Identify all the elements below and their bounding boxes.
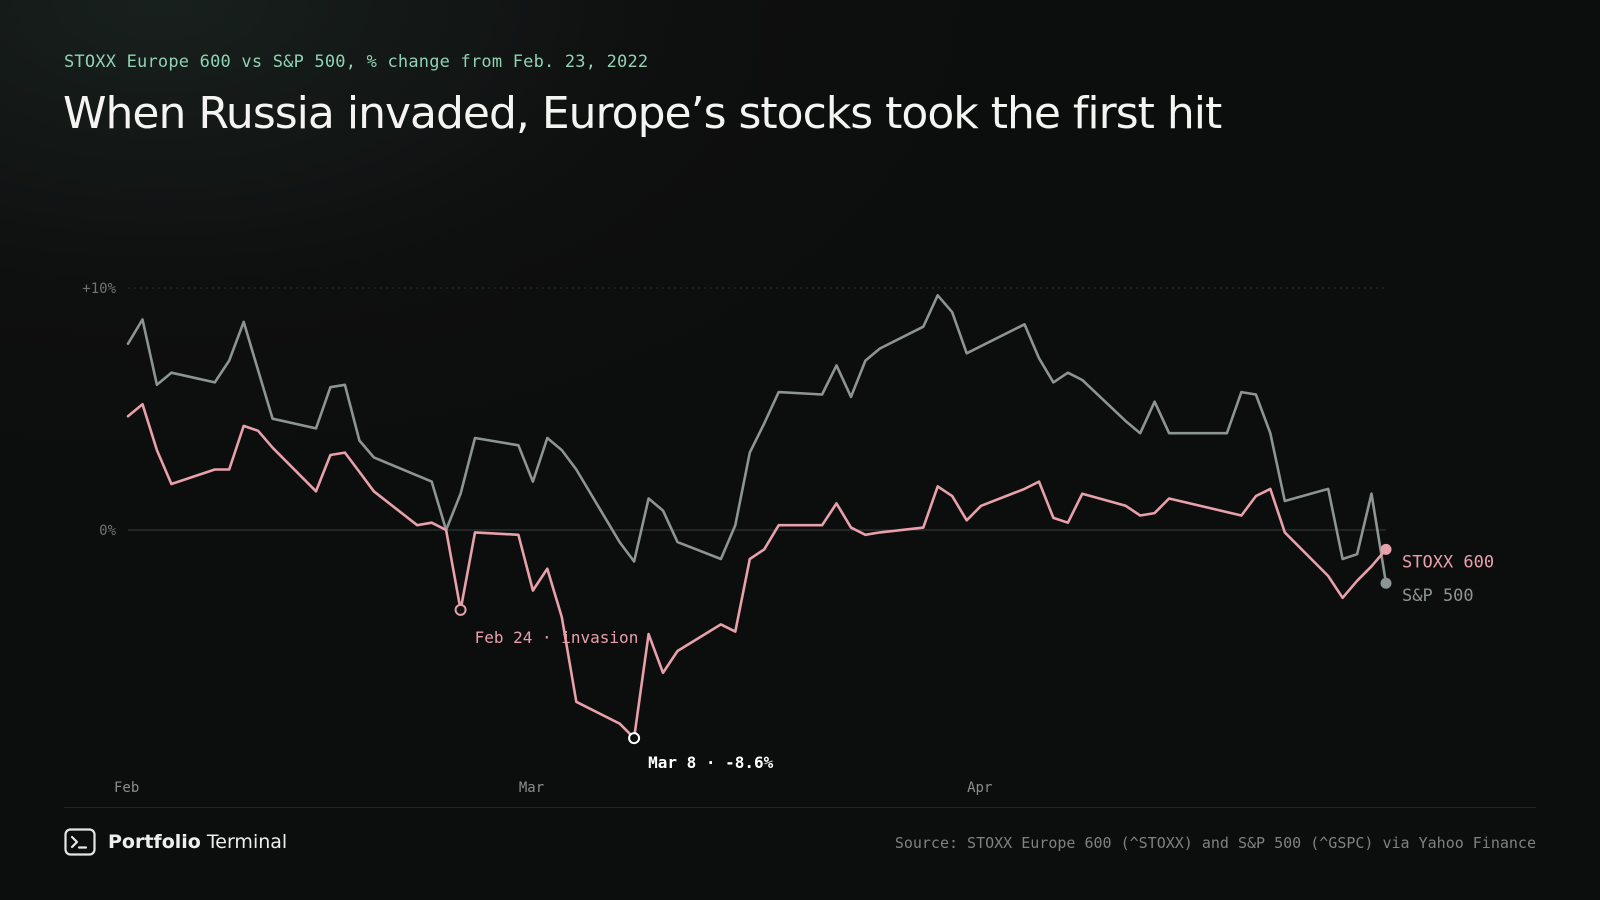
y-tick-label: 0% <box>99 523 116 539</box>
series-end-label: STOXX 600 <box>1402 552 1494 572</box>
series-line-stoxx-600 <box>126 402 1388 740</box>
series-end-label: S&P 500 <box>1402 586 1474 606</box>
brand-name-light: Terminal <box>206 831 288 853</box>
chart-subtitle: STOXX Europe 600 vs S&P 500, % change fr… <box>64 52 649 72</box>
annotation-marker <box>628 732 641 745</box>
x-tick-label: Mar <box>519 780 544 796</box>
annotation-label: Mar 8 · -8.6% <box>648 753 774 772</box>
series-end-marker <box>1380 543 1392 555</box>
brand-name-bold: Portfolio <box>108 831 201 853</box>
footer-divider <box>64 807 1536 808</box>
x-tick-label: Feb <box>114 780 139 796</box>
source-note: Source: STOXX Europe 600 (^STOXX) and S&… <box>894 834 1536 852</box>
line-chart: +10% 0% Feb Mar Apr STOXX 600 S&P 500 Feb 24 · … <box>82 281 1494 796</box>
series-line-s-p-500 <box>126 294 1388 585</box>
annotation-label: Feb 24 · invasion <box>475 628 639 647</box>
brand-name: Portfolio Terminal <box>108 831 287 853</box>
x-tick-label: Apr <box>967 780 992 796</box>
chart-title: When Russia invaded, Europe’s stocks too… <box>63 88 1222 139</box>
brand: Portfolio Terminal <box>64 828 287 856</box>
annotation-marker <box>454 603 467 616</box>
series-end-marker <box>1380 577 1392 589</box>
y-tick-label: +10% <box>82 281 116 297</box>
terminal-icon <box>64 828 96 856</box>
